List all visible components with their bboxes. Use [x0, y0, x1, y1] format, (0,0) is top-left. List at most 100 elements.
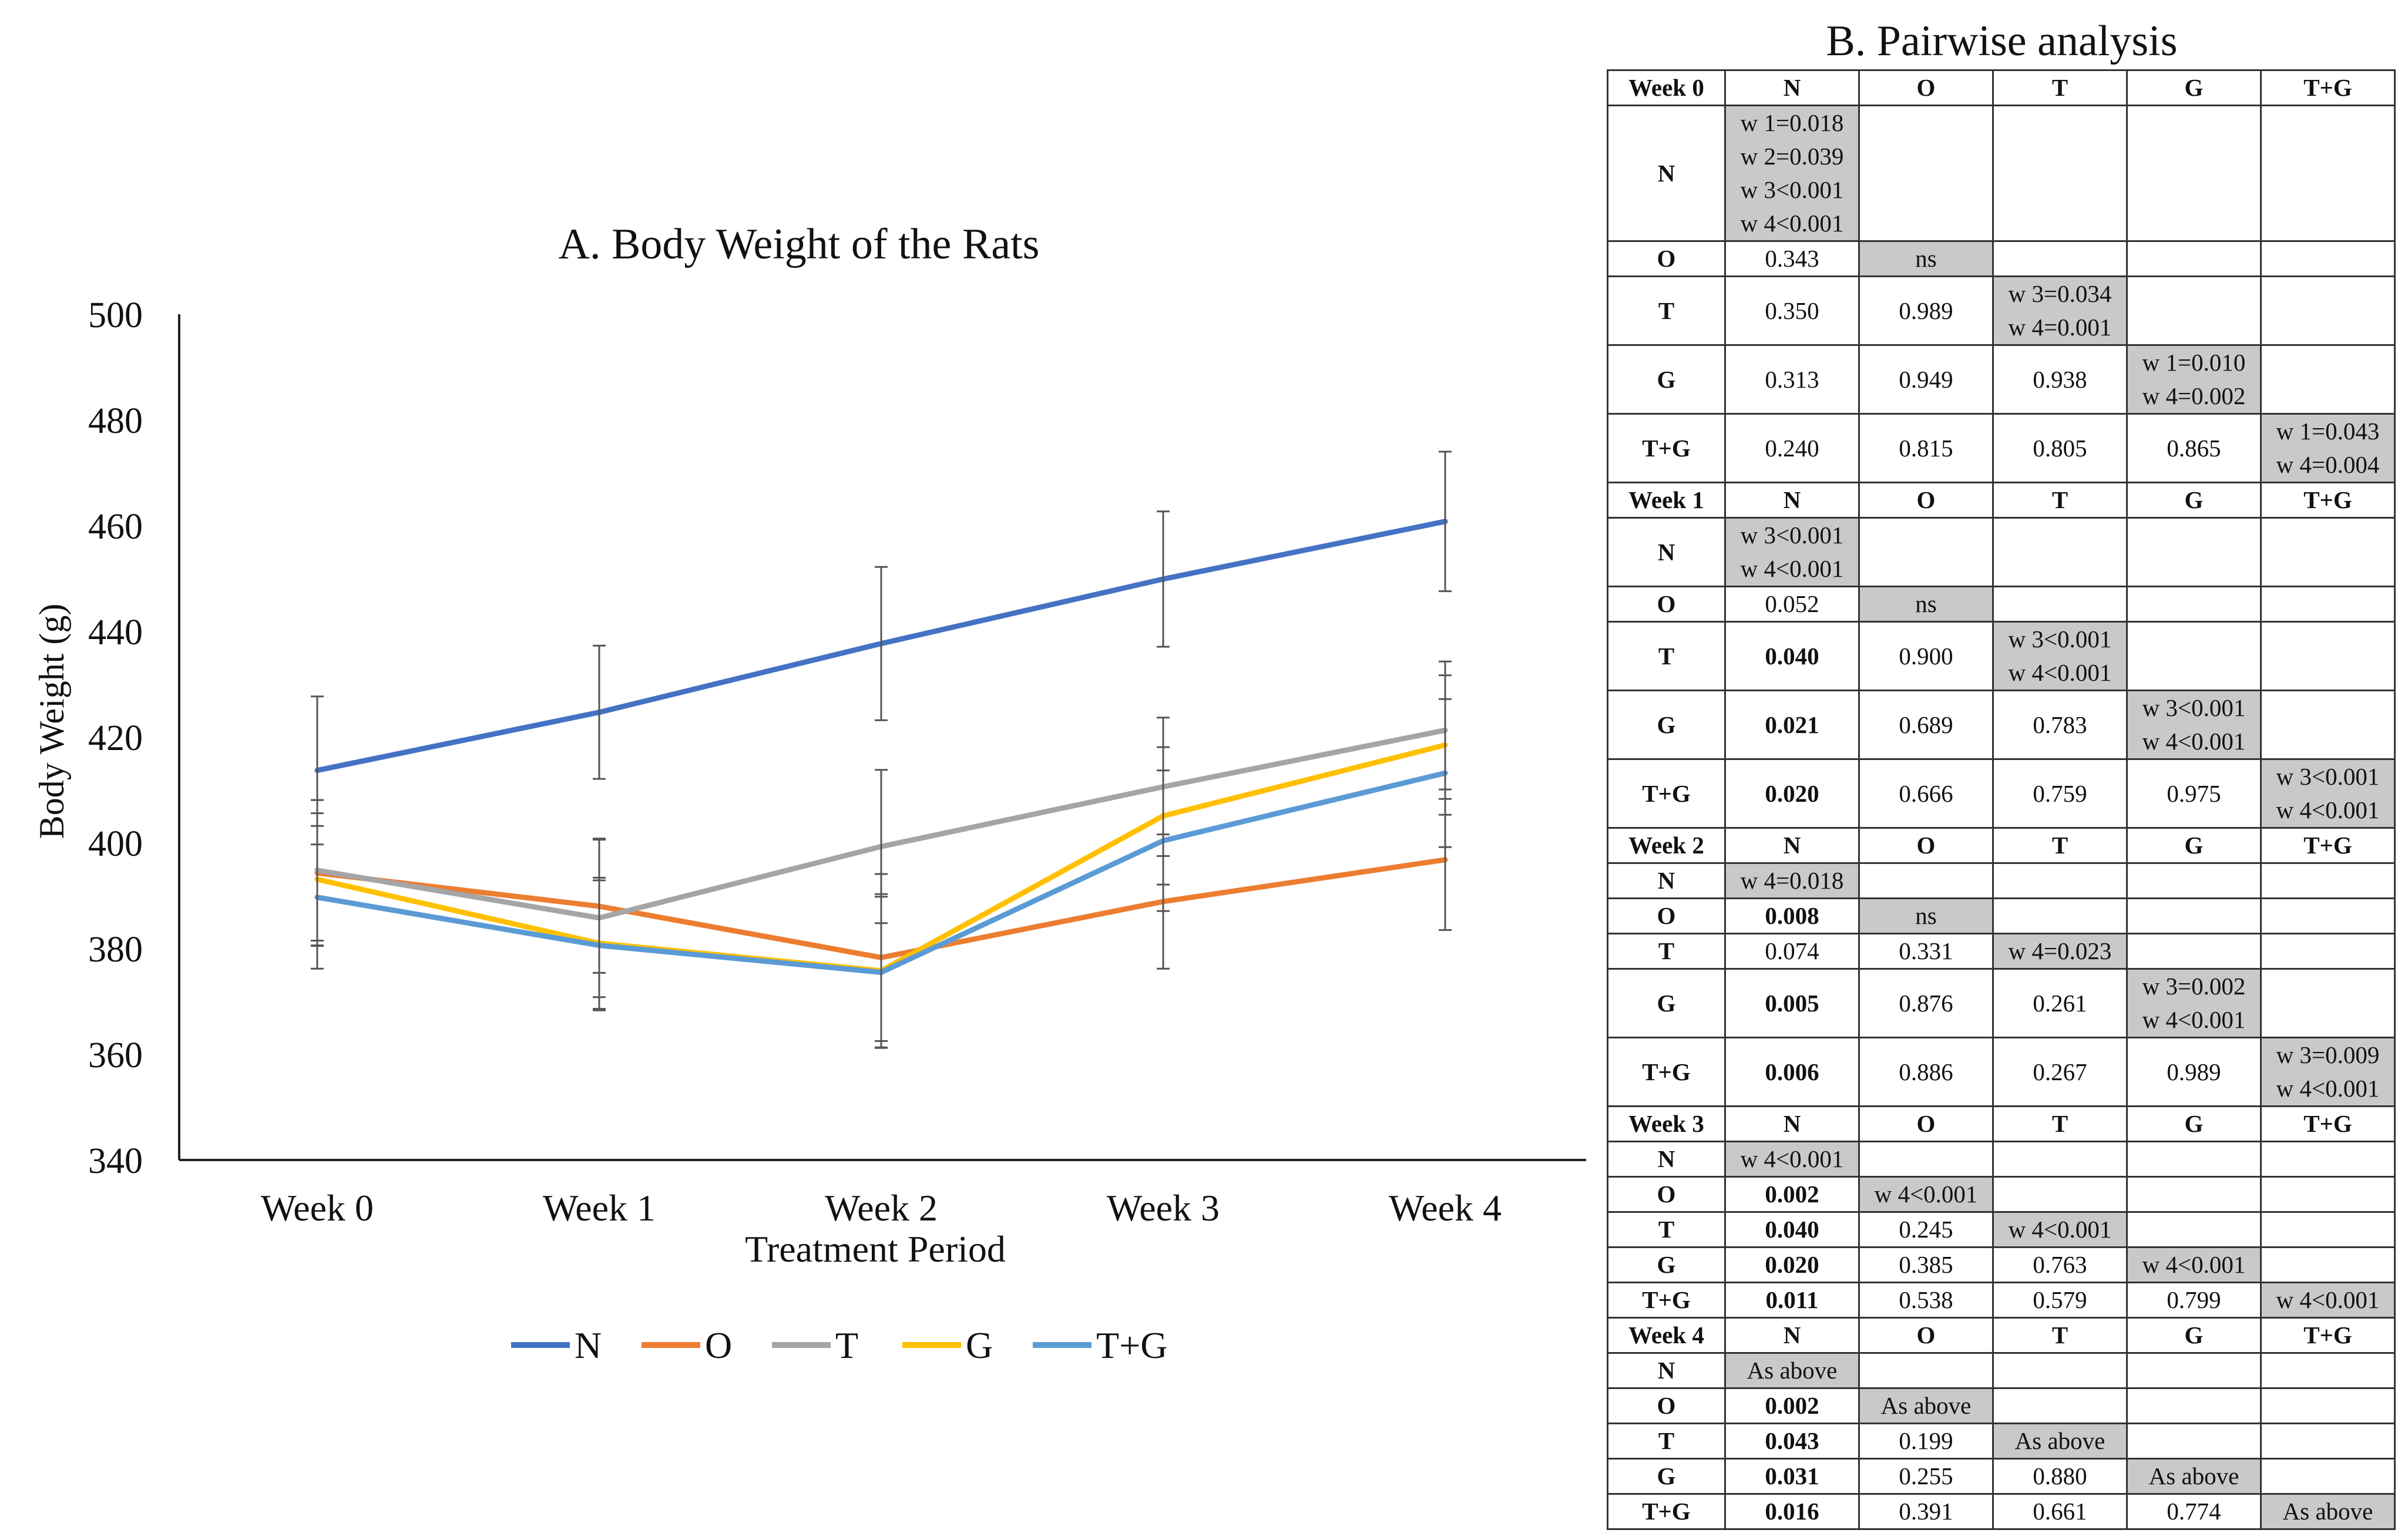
- p-value-cell: 0.805: [1992, 413, 2128, 483]
- p-value-cell: [1858, 1141, 1994, 1178]
- p-value-cell: 0.783: [1992, 690, 2128, 760]
- p-value-cell: 0.245: [1858, 1211, 1994, 1248]
- p-value-cell: [2260, 1141, 2396, 1178]
- cell-text: w 4=0.023: [2008, 937, 2112, 964]
- cell-text: As above: [2014, 1427, 2105, 1454]
- cell-text: 0.815: [1899, 434, 1953, 462]
- p-value-cell: [1858, 862, 1994, 899]
- p-value-cell: 0.666: [1858, 758, 1994, 829]
- p-value-cell: 0.199: [1858, 1423, 1994, 1460]
- p-value-cell: [2126, 621, 2262, 691]
- legend-label: G: [966, 1324, 993, 1366]
- within-group-cell: w 3=0.002 w 4<0.001: [2126, 968, 2262, 1038]
- within-group-cell: w 3=0.034 w 4=0.001: [1992, 275, 2128, 346]
- week-label: Week 3: [1607, 1105, 1726, 1142]
- cell-text: 0.240: [1765, 434, 1819, 462]
- week-header-row: Week 0 N O T G T+G: [1607, 69, 2396, 106]
- p-value-cell: [1858, 105, 1994, 242]
- table-row: G 0.031 0.255 0.880 As above: [1607, 1458, 2396, 1495]
- p-value-cell: 0.799: [2126, 1282, 2262, 1319]
- cell-text: w 4=0.001: [2008, 314, 2112, 341]
- row-label: G: [1607, 1458, 1726, 1495]
- cell-text: 0.876: [1899, 989, 1953, 1017]
- p-value-cell: 0.020: [1724, 758, 1860, 829]
- y-tick-label: 340: [88, 1141, 143, 1181]
- week-label: Week 0: [1607, 69, 1726, 106]
- p-value-cell: 0.016: [1724, 1493, 1860, 1530]
- chart-axes: [178, 314, 1586, 1161]
- p-value-cell: 0.343: [1724, 240, 1860, 277]
- p-value-cell: 0.005: [1724, 968, 1860, 1038]
- cell-text: w 3<0.001: [2008, 626, 2112, 653]
- row-label: T+G: [1607, 758, 1726, 829]
- row-label: N: [1607, 1352, 1726, 1389]
- p-value-cell: 0.021: [1724, 690, 1860, 760]
- p-value-cell: [1992, 1387, 2128, 1424]
- cell-text: 0.006: [1765, 1058, 1819, 1085]
- p-value-cell: [2260, 344, 2396, 415]
- table-row: T 0.040 0.900 w 3<0.001 w 4<0.001: [1607, 621, 2396, 691]
- cell-text: 0.002: [1765, 1392, 1819, 1419]
- table-row: N As above: [1607, 1352, 2396, 1389]
- legend-item: T: [772, 1324, 858, 1366]
- p-value-cell: 0.020: [1724, 1246, 1860, 1283]
- p-value-cell: [2126, 1352, 2262, 1389]
- within-group-cell: w 3<0.001 w 4<0.001: [2126, 690, 2262, 760]
- table-row: T 0.074 0.331 w 4=0.023: [1607, 933, 2396, 970]
- cell-text: 0.016: [1765, 1498, 1819, 1525]
- cell-text: As above: [2282, 1498, 2373, 1525]
- column-header: O: [1858, 1317, 1994, 1354]
- column-header: T+G: [2260, 1105, 2396, 1142]
- cell-text: w 1=0.043: [2276, 418, 2380, 445]
- cell-text: 0.661: [2033, 1498, 2087, 1525]
- p-value-cell: 0.579: [1992, 1282, 2128, 1319]
- p-value-cell: 0.900: [1858, 621, 1994, 691]
- within-group-cell: As above: [1858, 1387, 1994, 1424]
- cell-text: w 4<0.001: [2276, 1075, 2380, 1102]
- x-tick-label: Week 4: [1389, 1187, 1502, 1229]
- cell-text: 0.989: [1899, 297, 1953, 324]
- x-axis-label: Treatment Period: [745, 1228, 1006, 1270]
- p-value-cell: [2260, 1211, 2396, 1248]
- cell-text: 0.865: [2167, 434, 2221, 462]
- p-value-cell: [2126, 1211, 2262, 1248]
- y-tick-labels: 340 360 380 400 420 440 460 480 500: [88, 295, 143, 1181]
- within-group-cell: w 4<0.001: [2126, 1246, 2262, 1283]
- y-tick-label: 400: [88, 824, 143, 864]
- p-value-cell: [2126, 897, 2262, 934]
- cell-text: w 4<0.001: [2142, 1006, 2246, 1033]
- cell-text: w 4<0.001: [1740, 1145, 1844, 1172]
- p-value-cell: 0.876: [1858, 968, 1994, 1038]
- cell-text: w 3=0.009: [2276, 1041, 2380, 1068]
- p-value-cell: 0.261: [1992, 968, 2128, 1038]
- p-value-cell: [2126, 1176, 2262, 1213]
- row-label: O: [1607, 1176, 1726, 1213]
- column-header: T+G: [2260, 827, 2396, 864]
- within-group-cell: w 4<0.001: [1858, 1176, 1994, 1213]
- p-value-cell: [1858, 517, 1994, 587]
- p-value-cell: 0.240: [1724, 413, 1860, 483]
- table-row: T 0.350 0.989 w 3=0.034 w 4=0.001: [1607, 275, 2396, 346]
- cell-text: w 4<0.001: [2142, 1251, 2246, 1278]
- legend-label: N: [575, 1324, 602, 1366]
- within-group-cell: w 1=0.010 w 4=0.002: [2126, 344, 2262, 415]
- p-value-cell: [2126, 517, 2262, 587]
- p-value-cell: 0.815: [1858, 413, 1994, 483]
- p-value-cell: [2126, 275, 2262, 346]
- column-header: G: [2126, 827, 2262, 864]
- cell-text: 0.043: [1765, 1427, 1819, 1454]
- column-header: T+G: [2260, 69, 2396, 106]
- legend-item: N: [511, 1324, 602, 1366]
- y-tick-label: 380: [88, 930, 143, 970]
- p-value-cell: 0.763: [1992, 1246, 2128, 1283]
- week-label: Week 4: [1607, 1317, 1726, 1354]
- p-value-cell: 0.385: [1858, 1246, 1994, 1283]
- table-row: T 0.040 0.245 w 4<0.001: [1607, 1211, 2396, 1248]
- cell-text: 0.074: [1765, 937, 1819, 964]
- table-row: G 0.021 0.689 0.783 w 3<0.001 w 4<0.001: [1607, 690, 2396, 760]
- p-value-cell: [1992, 1141, 2128, 1178]
- within-group-cell: ns: [1858, 897, 1994, 934]
- table-row: T+G 0.011 0.538 0.579 0.799 w 4<0.001: [1607, 1282, 2396, 1319]
